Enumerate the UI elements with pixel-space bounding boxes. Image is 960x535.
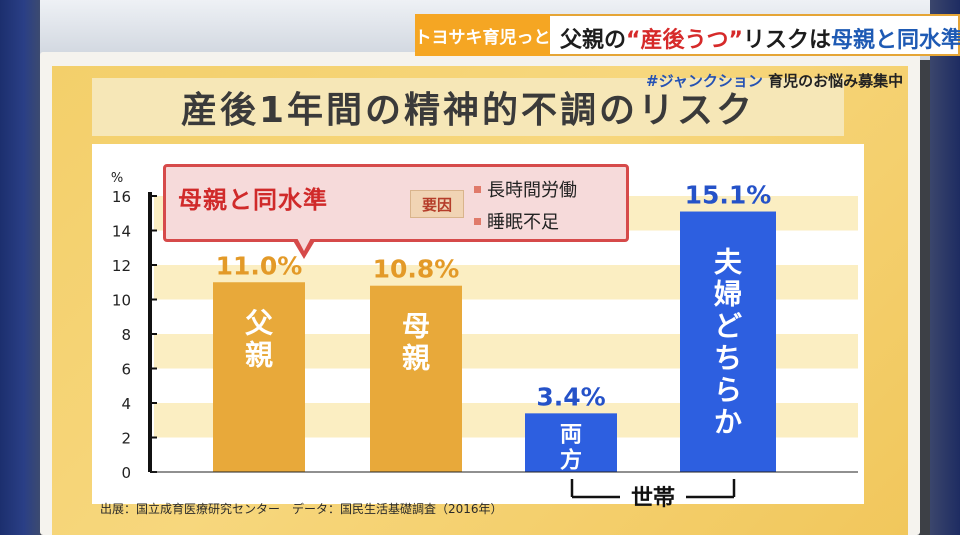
y-tick-label: 6 [121,361,131,379]
title-band [92,78,844,136]
y-tick-label: 0 [121,464,131,482]
cause-badge: 要因 [410,190,464,218]
chart-title: 産後1年間の精神的不調のリスク [180,90,756,131]
category-label: 両方 [560,422,582,473]
bar [213,282,305,472]
bar-value-label: 10.8% [373,255,460,284]
cause-text: 長時間労働 [487,180,577,201]
cause-item: 睡眠不足 [474,208,559,234]
category-label: 父親 [245,306,274,371]
y-tick-label: 12 [112,257,131,275]
y-tick-label: 8 [121,326,131,344]
category-label: 母親 [402,310,430,375]
category-label: 夫婦どちらか [714,246,743,439]
bar-value-label: 3.4% [536,382,605,411]
bar-value-label: 15.1% [685,181,772,210]
y-tick-label: 4 [121,395,131,413]
studio-left-panel [0,0,40,535]
hashtag: #ジャンクション [646,72,763,90]
cause-text: 睡眠不足 [487,212,559,233]
y-tick-label: 14 [112,223,131,241]
bullet-square-icon [474,217,481,225]
headline-mid: リスクは [742,28,831,53]
bar [680,211,776,472]
headline-red: “産後うつ” [626,28,743,53]
headline-blue: 母親と同水準 [830,28,960,53]
headline-caption: 父親の“産後うつ”リスクは母親と同水準 [560,22,960,54]
y-tick-label: 2 [121,430,131,448]
source-note: 出展：国立成育医療研究センター データ：国民生活基礎調査（2016年） [100,502,503,516]
bullet-square-icon [474,185,481,193]
bar [525,413,617,472]
y-tick-label: 10 [112,292,131,310]
studio-right-panel [930,0,960,535]
callout-tail-inner [296,236,312,251]
hashtag-text: 育児のお悩み募集中 [768,72,904,90]
y-unit-label: % [111,171,123,186]
callout-headline: 母親と同水準 [178,186,328,214]
bar-value-label: 11.0% [216,251,303,280]
y-tick-label: 16 [112,188,131,206]
callout-box [163,164,629,242]
headline-pre: 父親の [560,28,627,53]
bar [370,285,462,472]
hashtag-caption: #ジャンクション 育児のお悩み募集中 [646,70,903,91]
program-logo: トヨサキ育児っと [415,14,551,56]
cause-item: 長時間労働 [474,176,577,202]
group-label: 世帯 [631,485,675,511]
